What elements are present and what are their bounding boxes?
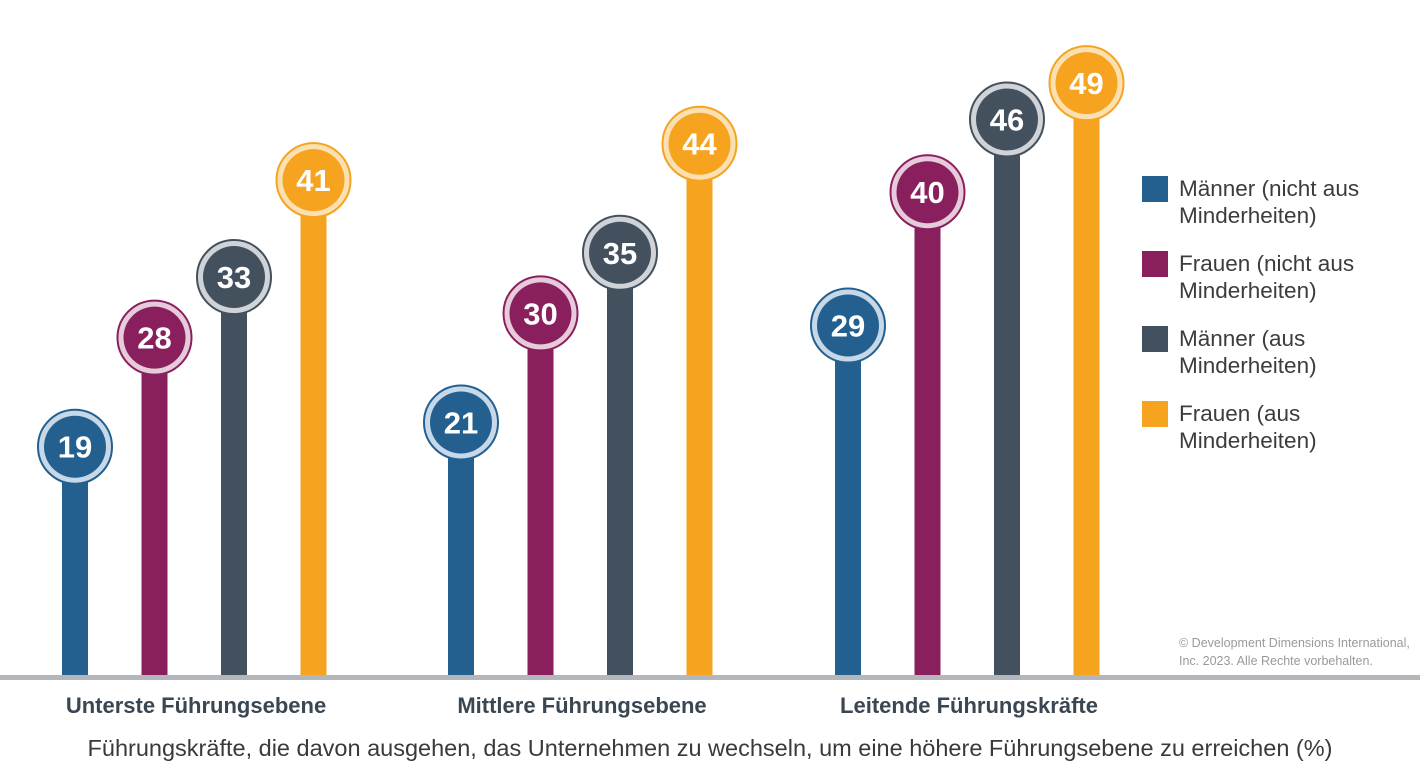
bar-stem bbox=[1073, 83, 1100, 676]
legend: Männer (nicht aus Minderheiten) Frauen (n… bbox=[1142, 176, 1412, 476]
bar-marker bbox=[123, 306, 186, 369]
data-label: 41 bbox=[296, 163, 330, 198]
bar-marker bbox=[817, 294, 879, 357]
bar-marker bbox=[282, 149, 345, 212]
bar-marker bbox=[44, 415, 106, 478]
bar-stem bbox=[835, 325, 861, 675]
legend-swatch bbox=[1142, 401, 1168, 427]
x-axis-label: Führungskräfte, die davon ausgehen, das … bbox=[87, 735, 1333, 761]
legend-swatch bbox=[1142, 176, 1168, 202]
bar-stem bbox=[141, 337, 168, 675]
bar-marker bbox=[896, 161, 959, 224]
baseline bbox=[0, 675, 1420, 680]
legend-swatch bbox=[1142, 326, 1168, 352]
bar-stem bbox=[994, 119, 1020, 676]
legend-label: Männer (nicht aus Minderheiten) bbox=[1179, 176, 1360, 228]
data-label: 29 bbox=[831, 309, 865, 344]
legend-swatch bbox=[1142, 251, 1168, 277]
legend-item: Männer (aus Minderheiten) bbox=[1142, 326, 1412, 401]
category-label: Mittlere Führungsebene bbox=[457, 693, 706, 718]
bar-marker bbox=[589, 221, 651, 284]
bar-marker bbox=[509, 282, 572, 345]
bar-stem bbox=[62, 446, 88, 675]
data-label: 44 bbox=[682, 127, 717, 162]
data-label: 21 bbox=[444, 405, 478, 440]
legend-item: Frauen (nicht aus Minderheiten) bbox=[1142, 251, 1412, 326]
data-label: 40 bbox=[910, 175, 944, 210]
legend-label: Frauen (nicht aus Minderheiten) bbox=[1179, 251, 1355, 303]
legend-item: Frauen (aus Minderheiten) bbox=[1142, 401, 1412, 476]
data-label: 30 bbox=[523, 296, 557, 331]
category-label: Leitende Führungskräfte bbox=[840, 693, 1098, 718]
bar-stem bbox=[221, 277, 247, 675]
bar-stem bbox=[607, 252, 633, 676]
legend-label: Männer (aus Minderheiten) bbox=[1179, 326, 1317, 378]
copyright-note: © Development Dimensions International, … bbox=[1179, 636, 1410, 668]
bar-marker bbox=[668, 112, 731, 175]
category-label: Unterste Führungsebene bbox=[66, 693, 326, 718]
bar-marker bbox=[976, 88, 1038, 151]
legend-label: Frauen (aus Minderheiten) bbox=[1179, 401, 1317, 453]
legend-item: Männer (nicht aus Minderheiten) bbox=[1142, 176, 1412, 251]
bar-stem bbox=[300, 180, 327, 675]
bar-marker bbox=[430, 391, 492, 454]
bar-stem bbox=[686, 143, 713, 676]
data-label: 33 bbox=[217, 260, 251, 295]
bar-stem bbox=[527, 313, 554, 675]
data-label: 49 bbox=[1069, 66, 1103, 101]
data-label: 46 bbox=[990, 102, 1024, 137]
bar-marker bbox=[1055, 52, 1118, 115]
bar-stem bbox=[914, 192, 941, 675]
data-label: 35 bbox=[603, 236, 637, 271]
bar-marker bbox=[203, 246, 265, 309]
data-label: 19 bbox=[58, 430, 92, 465]
bar-stem bbox=[448, 422, 474, 675]
data-label: 28 bbox=[137, 321, 171, 356]
